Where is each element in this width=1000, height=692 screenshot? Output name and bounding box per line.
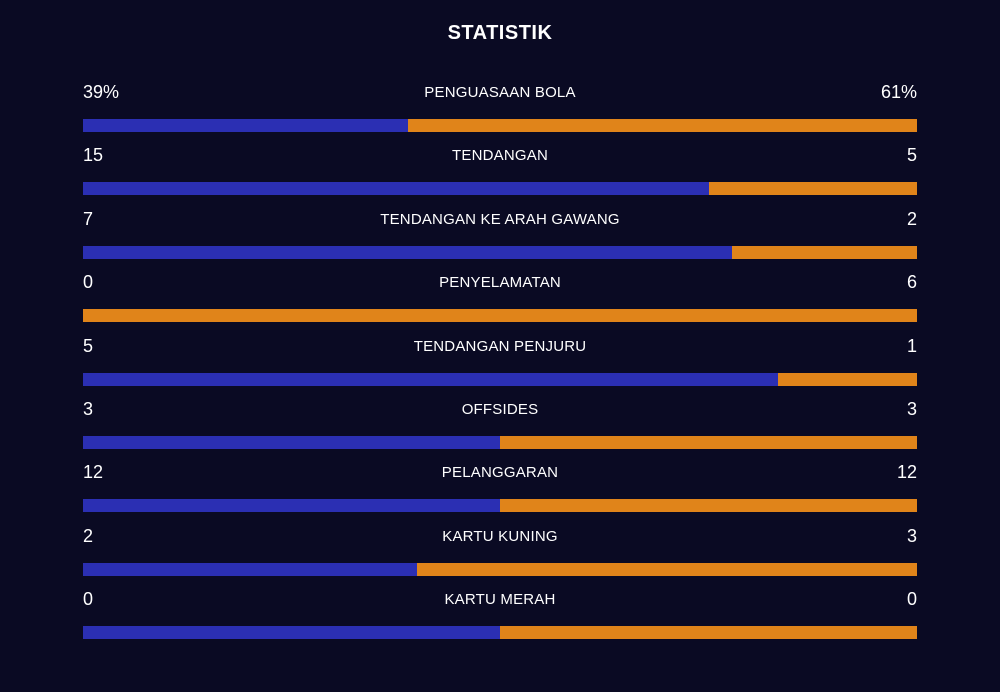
home-bar-segment: [83, 435, 500, 449]
away-bar-segment: [731, 245, 917, 259]
comparison-bar: [83, 182, 917, 196]
away-bar-segment: [708, 182, 917, 196]
away-bar-segment: [83, 309, 917, 323]
comparison-bar: [83, 245, 917, 259]
home-value: 0: [83, 272, 94, 293]
home-value: 39%: [83, 82, 120, 102]
comparison-bar: [83, 119, 917, 132]
stat-row-saves: 0 PENYELAMATAN 6: [83, 270, 917, 333]
home-value: 12: [83, 462, 104, 483]
stat-row-possession: 39% PENGUASAAN BOLA 61%: [83, 80, 917, 143]
comparison-bar: [83, 562, 917, 576]
panel-title: STATISTIK: [447, 22, 553, 44]
stat-row-shots: 15 TENDANGAN 5: [83, 143, 917, 206]
home-value: 7: [83, 208, 94, 229]
comparison-bar: [83, 626, 917, 640]
away-value: 3: [906, 398, 917, 419]
home-bar-segment: [83, 499, 500, 513]
away-value: 6: [906, 272, 917, 293]
away-value: 12: [896, 462, 917, 483]
away-bar-segment: [408, 119, 917, 132]
stat-label: PELANGGARAN: [441, 464, 559, 482]
away-value: 3: [906, 525, 917, 546]
stat-label: TENDANGAN PENJURU: [413, 337, 587, 355]
away-value: 0: [906, 589, 917, 610]
away-value: 2: [906, 208, 917, 229]
stat-row-red-cards: 0 KARTU MERAH 0: [83, 587, 917, 650]
home-bar-segment: [83, 245, 732, 259]
stat-label: TENDANGAN: [452, 147, 548, 165]
comparison-bar: [83, 499, 917, 513]
stat-label: OFFSIDES: [461, 400, 539, 418]
away-bar-segment: [500, 626, 917, 640]
home-bar-segment: [83, 182, 709, 196]
home-bar-segment: [83, 626, 500, 640]
away-bar-segment: [777, 372, 917, 386]
stat-row-offsides: 3 OFFSIDES 3: [83, 397, 917, 460]
stat-row-shots-on-target: 7 TENDANGAN KE ARAH GAWANG 2: [83, 207, 917, 270]
away-value: 61%: [880, 82, 917, 102]
home-value: 15: [83, 145, 104, 166]
home-bar-segment: [83, 562, 417, 576]
comparison-bar: [83, 372, 917, 386]
stat-row-fouls: 12 PELANGGARAN 12: [83, 460, 917, 523]
stat-label: KARTU MERAH: [444, 591, 556, 609]
away-bar-segment: [500, 499, 917, 513]
home-bar-segment: [83, 372, 778, 386]
home-value: 0: [83, 589, 94, 610]
home-bar-segment: [83, 119, 409, 132]
stat-row-corners: 5 TENDANGAN PENJURU 1: [83, 334, 917, 397]
stats-list: 39% PENGUASAAN BOLA 61% 15 TENDANGAN 5: [83, 80, 917, 651]
away-bar-segment: [416, 562, 917, 576]
stat-row-yellow-cards: 2 KARTU KUNING 3: [83, 524, 917, 587]
stat-label: TENDANGAN KE ARAH GAWANG: [380, 210, 620, 228]
comparison-bar: [83, 435, 917, 449]
comparison-bar: [83, 309, 917, 323]
stat-label: PENGUASAAN BOLA: [424, 84, 576, 101]
home-value: 5: [83, 335, 94, 356]
home-value: 2: [83, 525, 94, 546]
away-value: 5: [906, 145, 917, 166]
stat-label: PENYELAMATAN: [439, 274, 561, 292]
stat-label: KARTU KUNING: [442, 527, 558, 545]
away-value: 1: [906, 335, 917, 356]
away-bar-segment: [500, 435, 917, 449]
home-value: 3: [83, 398, 94, 419]
